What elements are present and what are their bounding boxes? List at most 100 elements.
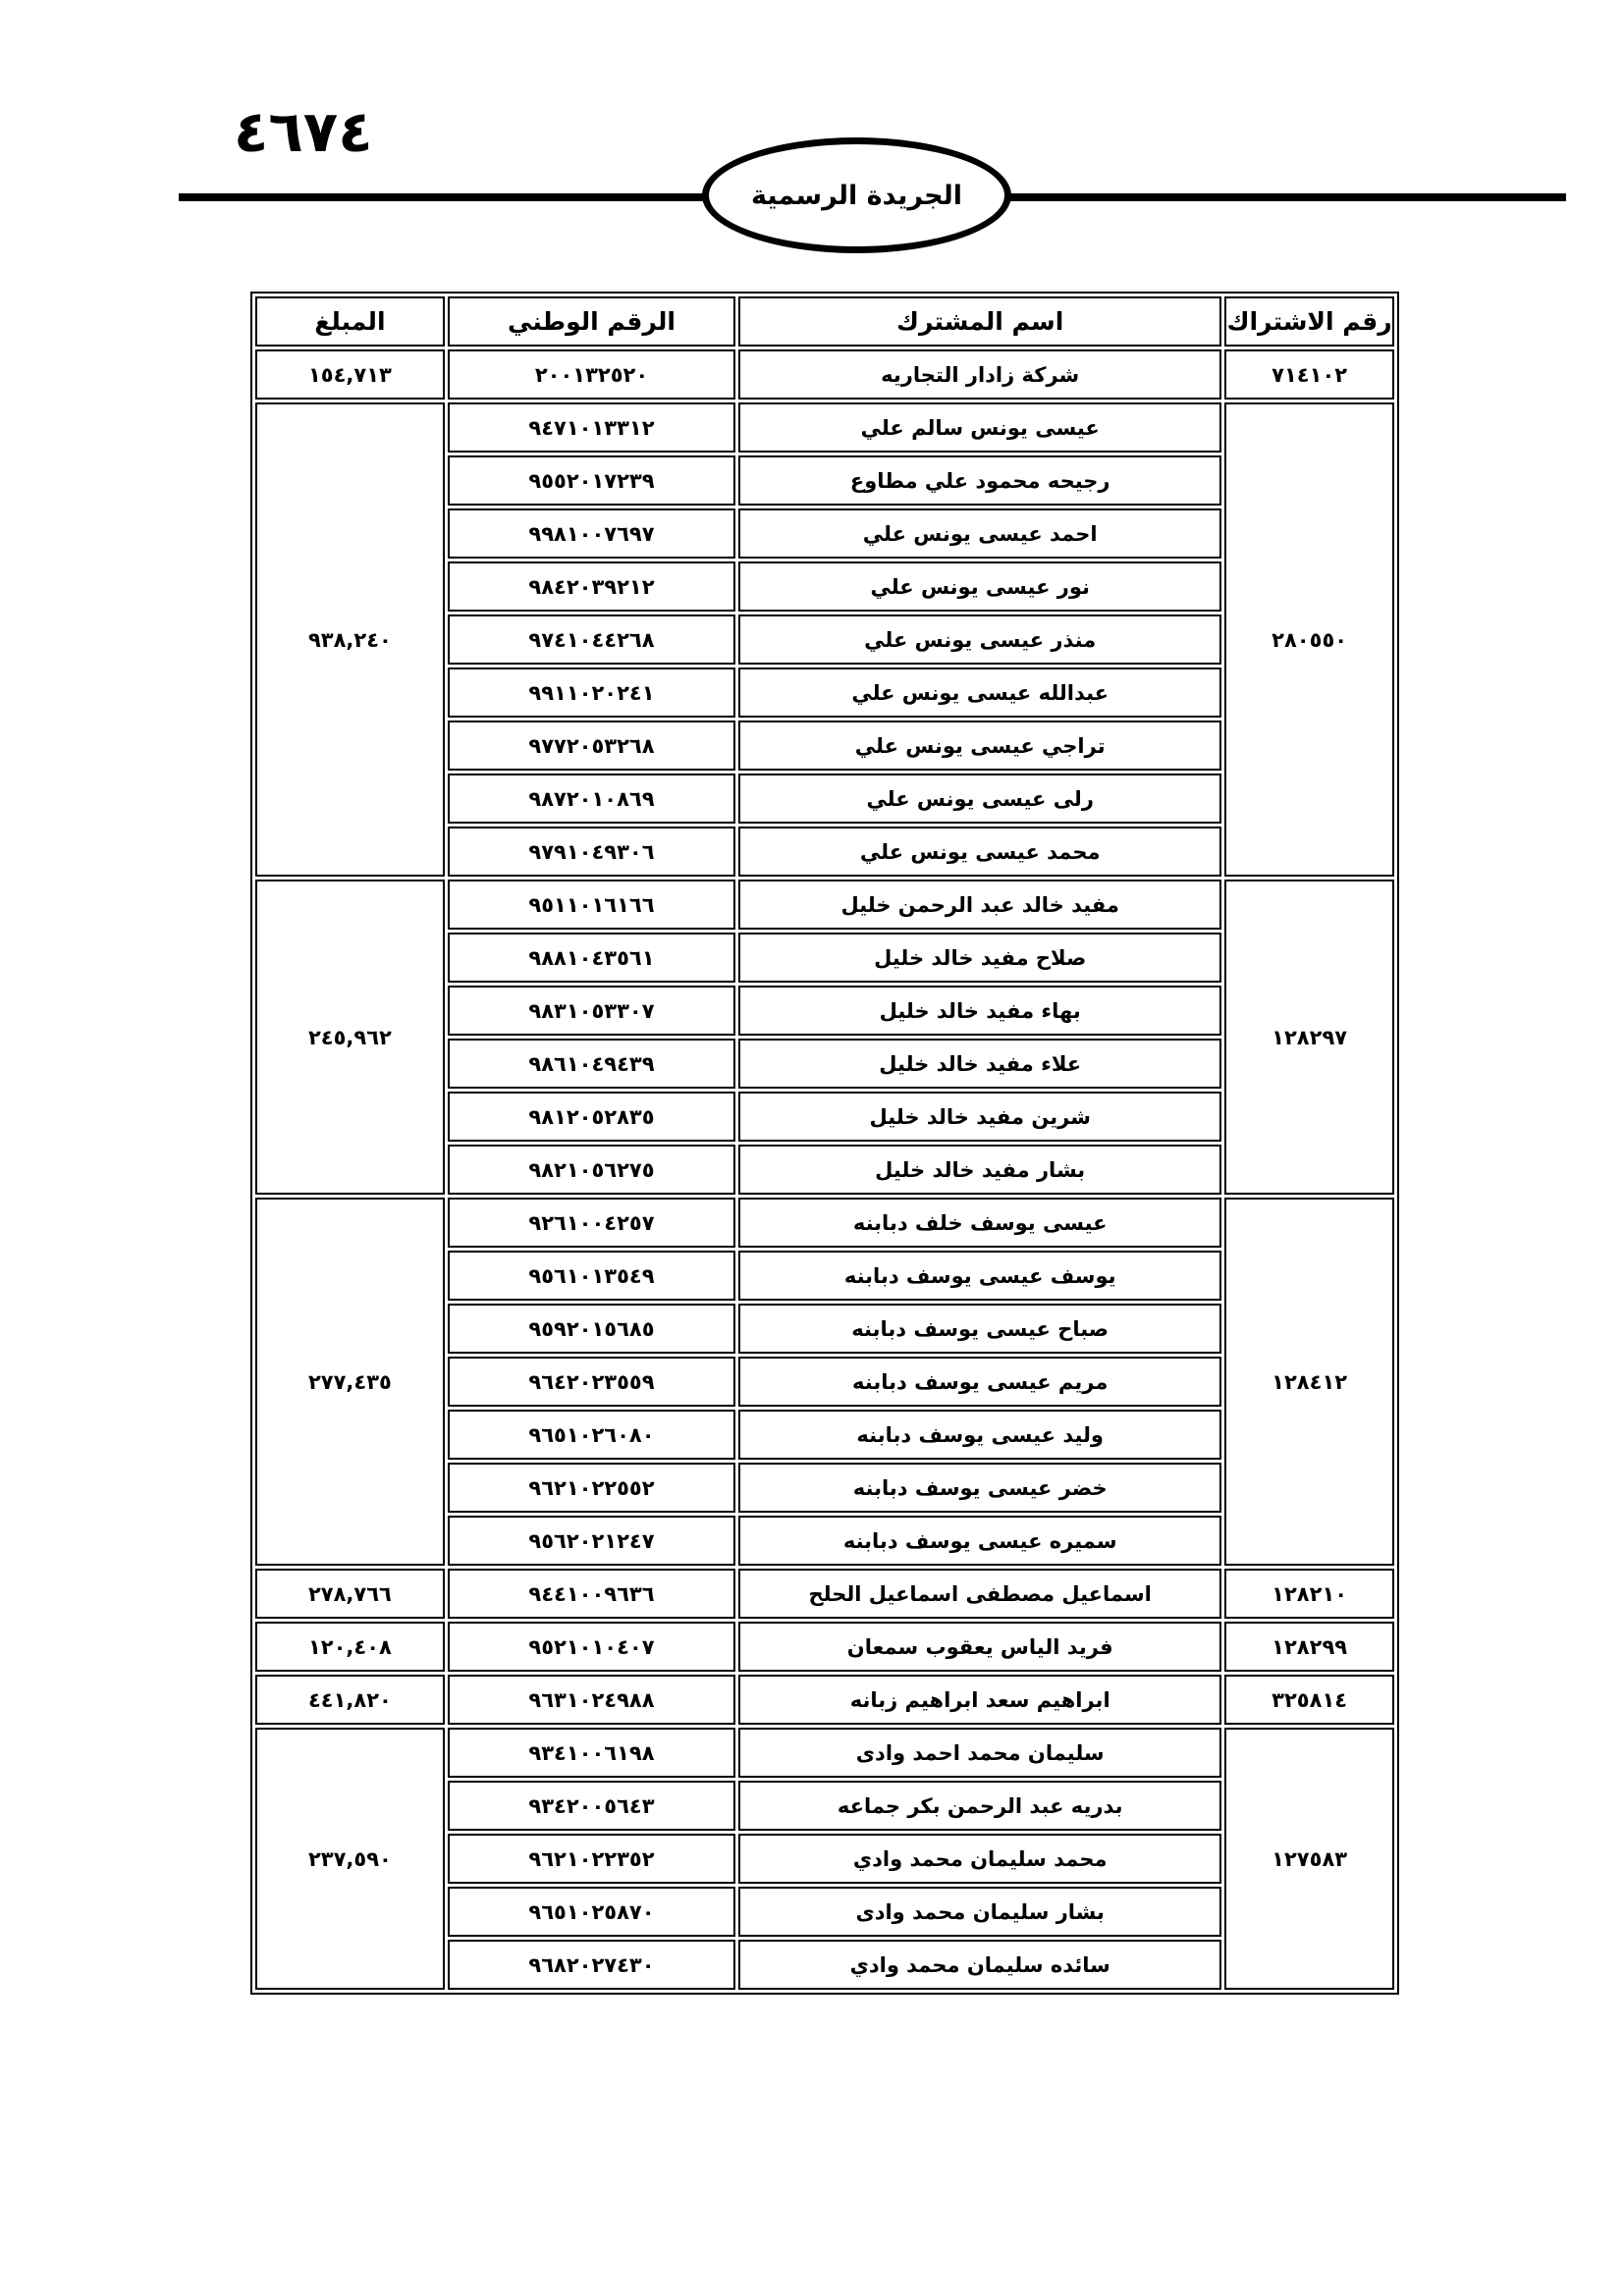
- amount: ٩٣٨,٢٤٠: [255, 402, 445, 877]
- national-id: ٢٠٠١٣٢٥٢٠: [447, 349, 736, 400]
- subscribers-table: رقم الاشتراك اسم المشترك الرقم الوطني ال…: [250, 292, 1399, 1995]
- amount: ٢٤٥,٩٦٢: [255, 880, 445, 1195]
- table-row: علاء مفيد خالد خليل ٩٨٦١٠٤٩٤٣٩: [255, 1039, 1394, 1089]
- subscription-number: ١٢٨٤١٢: [1224, 1198, 1394, 1566]
- masthead-title: الجريدة الرسمية: [751, 180, 962, 211]
- national-id: ٩٥٢١٠١٠٤٠٧: [447, 1622, 736, 1672]
- national-id: ٩٧٧٢٠٥٣٢٦٨: [447, 721, 736, 771]
- page-number: ٤٦٧٤: [234, 98, 373, 165]
- national-id: ٩٨٤٢٠٣٩٢١٢: [447, 561, 736, 612]
- table-row: صلاح مفيد خالد خليل ٩٨٨١٠٤٣٥٦١: [255, 933, 1394, 983]
- table-row: تراجي عيسى يونس علي ٩٧٧٢٠٥٣٢٦٨: [255, 721, 1394, 771]
- national-id: ٩٧٩١٠٤٩٣٠٦: [447, 827, 736, 877]
- subscriber-name: تراجي عيسى يونس علي: [738, 721, 1222, 771]
- national-id: ٩٥٩٢٠١٥٦٨٥: [447, 1304, 736, 1354]
- table-header-row: رقم الاشتراك اسم المشترك الرقم الوطني ال…: [255, 296, 1394, 347]
- table-row: محمد سليمان محمد وادي ٩٦٢١٠٢٢٣٥٢: [255, 1834, 1394, 1884]
- subscriber-name: صلاح مفيد خالد خليل: [738, 933, 1222, 983]
- header-name: اسم المشترك: [738, 296, 1222, 347]
- subscriber-name: ابراهيم سعد ابراهيم زبانه: [738, 1675, 1222, 1725]
- header-national-id: الرقم الوطني: [447, 296, 736, 347]
- table-row: عبدالله عيسى يونس علي ٩٩١١٠٢٠٢٤١: [255, 667, 1394, 718]
- national-id: ٩٣٤٢٠٠٥٦٤٣: [447, 1781, 736, 1831]
- header-amount: المبلغ: [255, 296, 445, 347]
- subscriber-name: بشار سليمان محمد وادى: [738, 1887, 1222, 1937]
- subscriber-name: شرين مفيد خالد خليل: [738, 1092, 1222, 1142]
- national-id: ٩٨١٢٠٥٢٨٣٥: [447, 1092, 736, 1142]
- subscription-number: ١٢٨٢١٠: [1224, 1569, 1394, 1619]
- national-id: ٩٨٢١٠٥٦٢٧٥: [447, 1145, 736, 1195]
- subscription-number: ٢٨٠٥٥٠: [1224, 402, 1394, 877]
- subscriber-name: بشار مفيد خالد خليل: [738, 1145, 1222, 1195]
- subscriber-name: سليمان محمد احمد وادى: [738, 1728, 1222, 1778]
- subscriber-name: سميره عيسى يوسف دبابنه: [738, 1516, 1222, 1566]
- table-row: احمد عيسى يونس علي ٩٩٨١٠٠٧٦٩٧: [255, 508, 1394, 559]
- subscription-number: ١٢٨٢٩٧: [1224, 880, 1394, 1195]
- subscriber-name: صباح عيسى يوسف دبابنه: [738, 1304, 1222, 1354]
- amount: ٢٧٧,٤٣٥: [255, 1198, 445, 1566]
- table-row: سائده سليمان محمد وادي ٩٦٨٢٠٢٧٤٣٠: [255, 1940, 1394, 1990]
- subscription-number: ٧١٤١٠٢: [1224, 349, 1394, 400]
- table-row: بهاء مفيد خالد خليل ٩٨٣١٠٥٣٣٠٧: [255, 986, 1394, 1036]
- table-row: مريم عيسى يوسف دبابنه ٩٦٤٢٠٢٣٥٥٩: [255, 1357, 1394, 1407]
- table-row: ١٢٧٥٨٣ سليمان محمد احمد وادى ٩٣٤١٠٠٦١٩٨ ٢٣٧…: [255, 1728, 1394, 1990]
- table-row: شرين مفيد خالد خليل ٩٨١٢٠٥٢٨٣٥: [255, 1092, 1394, 1142]
- table-row: ١٢٨٢٩٧ مفيد خالد عبد الرحمن خليل ٩٥١١٠١٦١٦…: [255, 880, 1394, 1195]
- national-id: ٩٦٨٢٠٢٧٤٣٠: [447, 1940, 736, 1990]
- national-id: ٩٦٥١٠٢٥٨٧٠: [447, 1887, 736, 1937]
- national-id: ٩٦٤٢٠٢٣٥٥٩: [447, 1357, 736, 1407]
- subscriber-name: اسماعيل مصطفى اسماعيل الحلح: [738, 1569, 1222, 1619]
- national-id: ٩٨٦١٠٤٩٤٣٩: [447, 1039, 736, 1089]
- table-row: محمد عيسى يونس علي ٩٧٩١٠٤٩٣٠٦: [255, 827, 1394, 877]
- national-id: ٩٣٤١٠٠٦١٩٨: [447, 1728, 736, 1778]
- table-row: خضر عيسى يوسف دبابنه ٩٦٢١٠٢٢٥٥٢: [255, 1463, 1394, 1513]
- national-id: ٩٨٨١٠٤٣٥٦١: [447, 933, 736, 983]
- national-id: ٩٥٦٢٠٢١٢٤٧: [447, 1516, 736, 1566]
- subscriber-name: سائده سليمان محمد وادي: [738, 1940, 1222, 1990]
- national-id: ٩٦٢١٠٢٢٥٥٢: [447, 1463, 736, 1513]
- subscriber-name: عيسى يوسف خلف دبابنه: [738, 1198, 1222, 1248]
- amount: ٢٣٧,٥٩٠: [255, 1728, 445, 1990]
- national-id: ٩٤٧١٠١٣٣١٢: [447, 402, 736, 453]
- header-subscription: رقم الاشتراك: [1224, 296, 1394, 347]
- national-id: ٩٧٤١٠٤٤٢٦٨: [447, 614, 736, 665]
- subscriber-name: عيسى يونس سالم علي: [738, 402, 1222, 453]
- national-id: ٩٤٤١٠٠٩٦٣٦: [447, 1569, 736, 1619]
- national-id: ٩٦٣١٠٢٤٩٨٨: [447, 1675, 736, 1725]
- subscriber-name: خضر عيسى يوسف دبابنه: [738, 1463, 1222, 1513]
- subscriber-name: رجيحه محمود علي مطاوع: [738, 455, 1222, 506]
- national-id: ٩٦٥١٠٢٦٠٨٠: [447, 1410, 736, 1460]
- subscriber-name: يوسف عيسى يوسف دبابنه: [738, 1251, 1222, 1301]
- table-row: بشار مفيد خالد خليل ٩٨٢١٠٥٦٢٧٥: [255, 1145, 1394, 1195]
- masthead-oval: الجريدة الرسمية: [702, 137, 1011, 253]
- subscriber-name: بدريه عبد الرحمن بكر جماعه: [738, 1781, 1222, 1831]
- subscription-number: ١٢٨٢٩٩: [1224, 1622, 1394, 1672]
- subscriber-name: علاء مفيد خالد خليل: [738, 1039, 1222, 1089]
- national-id: ٩٨٣١٠٥٣٣٠٧: [447, 986, 736, 1036]
- subscriber-name: وليد عيسى يوسف دبابنه: [738, 1410, 1222, 1460]
- table-row: ١٢٨٢١٠ اسماعيل مصطفى اسماعيل الحلح ٩٤٤١٠٠٩…: [255, 1569, 1394, 1619]
- table-row: ١٢٨٤١٢ عيسى يوسف خلف دبابنه ٩٢٦١٠٠٤٢٥٧ ٢٧٧,…: [255, 1198, 1394, 1566]
- subscriber-name: بهاء مفيد خالد خليل: [738, 986, 1222, 1036]
- amount: ١٥٤,٧١٣: [255, 349, 445, 400]
- table-row: رجيحه محمود علي مطاوع ٩٥٥٢٠١٧٢٣٩: [255, 455, 1394, 506]
- table-row: بدريه عبد الرحمن بكر جماعه ٩٣٤٢٠٠٥٦٤٣: [255, 1781, 1394, 1831]
- subscriber-name: مفيد خالد عبد الرحمن خليل: [738, 880, 1222, 930]
- table-row: صباح عيسى يوسف دبابنه ٩٥٩٢٠١٥٦٨٥: [255, 1304, 1394, 1354]
- subscriber-name: شركة زادار التجاريه: [738, 349, 1222, 400]
- table-row: وليد عيسى يوسف دبابنه ٩٦٥١٠٢٦٠٨٠: [255, 1410, 1394, 1460]
- subscriber-name: منذر عيسى يونس علي: [738, 614, 1222, 665]
- table-row: يوسف عيسى يوسف دبابنه ٩٥٦١٠١٣٥٤٩: [255, 1251, 1394, 1301]
- national-id: ٩٩١١٠٢٠٢٤١: [447, 667, 736, 718]
- table-row: ٢٨٠٥٥٠ عيسى يونس سالم علي ٩٤٧١٠١٣٣١٢ ٩٣٨,٢٤…: [255, 402, 1394, 877]
- subscriber-name: احمد عيسى يونس علي: [738, 508, 1222, 559]
- subscriber-name: رلى عيسى يونس علي: [738, 774, 1222, 824]
- table-row: ٣٢٥٨١٤ ابراهيم سعد ابراهيم زبانه ٩٦٣١٠٢٤٩٨…: [255, 1675, 1394, 1725]
- subscriber-name: عبدالله عيسى يونس علي: [738, 667, 1222, 718]
- table-row: بشار سليمان محمد وادى ٩٦٥١٠٢٥٨٧٠: [255, 1887, 1394, 1937]
- subscriber-name: مريم عيسى يوسف دبابنه: [738, 1357, 1222, 1407]
- national-id: ٩٥١١٠١٦١٦٦: [447, 880, 736, 930]
- national-id: ٩٨٧٢٠١٠٨٦٩: [447, 774, 736, 824]
- table-row: سميره عيسى يوسف دبابنه ٩٥٦٢٠٢١٢٤٧: [255, 1516, 1394, 1566]
- table-row: نور عيسى يونس علي ٩٨٤٢٠٣٩٢١٢: [255, 561, 1394, 612]
